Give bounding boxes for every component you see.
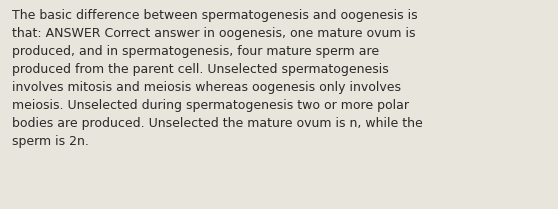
- Text: The basic difference between spermatogenesis and oogenesis is
that: ANSWER Corre: The basic difference between spermatogen…: [12, 9, 423, 148]
